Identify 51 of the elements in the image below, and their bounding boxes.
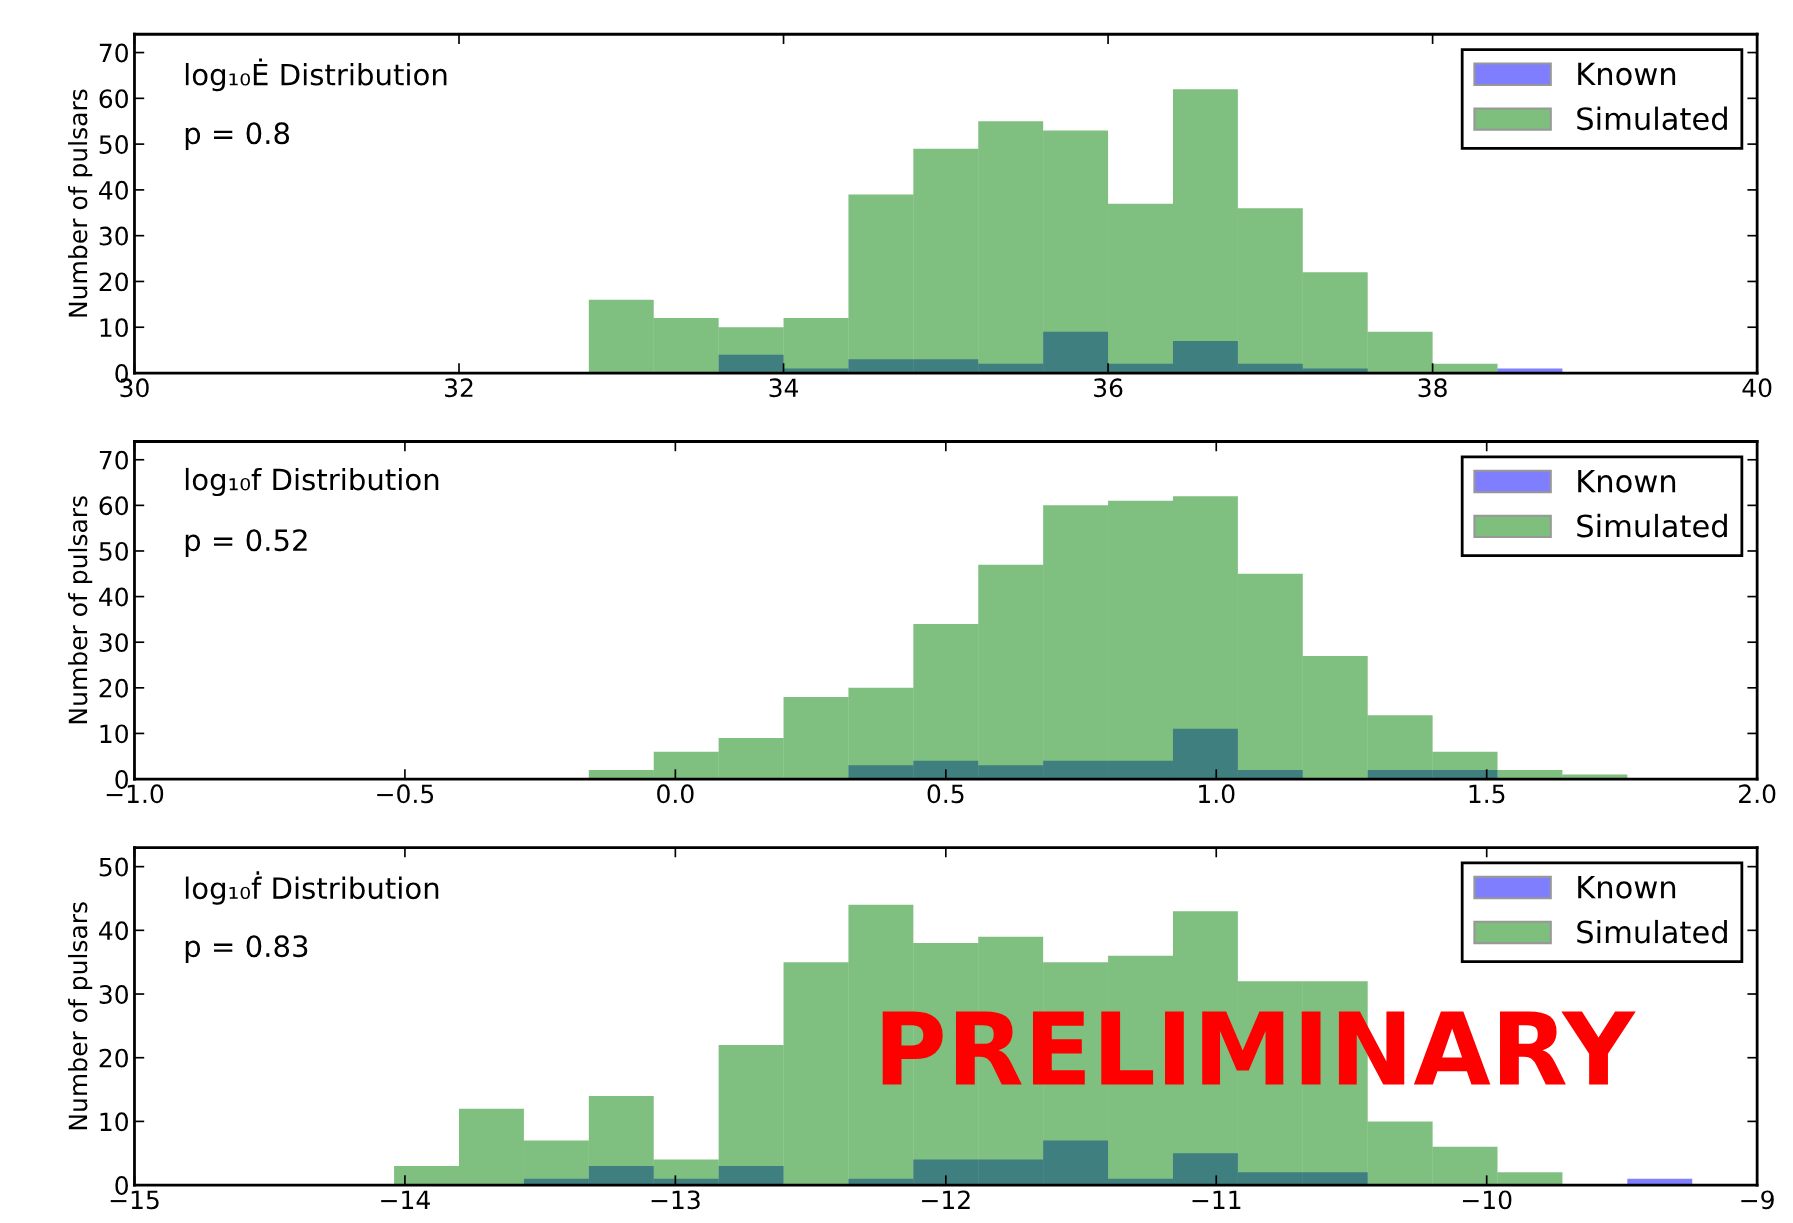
y-tick-label: 30 [99, 633, 128, 653]
y-tick-label: 30 [99, 984, 128, 1004]
x-tick-label: 32 [445, 378, 473, 398]
y-tick-label: 40 [99, 587, 128, 607]
x-tick-label: 36 [1094, 378, 1123, 398]
x-tick-label: −14 [381, 1190, 430, 1209]
x-tick-label: −0.5 [377, 784, 434, 804]
legend-label: Known [1578, 62, 1676, 86]
y-tick-label: 20 [99, 1048, 128, 1068]
x-tick-label: −9 [1741, 1190, 1774, 1210]
annotation: log₁₀Ė Distribution [185, 58, 447, 92]
y-tick-label: 10 [100, 318, 128, 338]
y-axis-title: Number of pulsars [68, 496, 93, 724]
annotation: p = 0.52 [185, 529, 307, 557]
x-tick-label: 2.0 [1739, 784, 1776, 804]
x-tick-label: 0.0 [657, 784, 694, 804]
y-tick-label: 70 [99, 43, 128, 63]
y-tick-label: 20 [99, 272, 128, 292]
annotation: p = 0.8 [185, 122, 290, 150]
y-tick-label: 40 [99, 921, 128, 941]
y-tick-label: 30 [99, 226, 128, 246]
x-tick-label: 1.5 [1469, 784, 1505, 804]
y-axis-title: Number of pulsars [68, 89, 93, 317]
annotation: log₁₀ḟ Distribution [185, 871, 439, 905]
y-tick-label: 50 [99, 857, 128, 877]
x-tick-label: 1.0 [1199, 784, 1235, 804]
x-tick-label: −12 [922, 1190, 970, 1209]
legend-label: Simulated [1577, 513, 1727, 538]
x-tick-label: 0.5 [927, 784, 964, 804]
legend-label: Known [1578, 875, 1676, 899]
y-tick-label: 10 [100, 1112, 128, 1132]
x-tick-label: −11 [1192, 1190, 1241, 1209]
annotation: log₁₀f Distribution [185, 467, 439, 497]
x-tick-label: −13 [651, 1190, 700, 1210]
x-tick-label: 38 [1418, 378, 1447, 398]
y-tick-label: 20 [99, 678, 128, 698]
y-axis-title: Number of pulsars [68, 902, 93, 1130]
x-tick-label: 34 [769, 378, 799, 398]
y-tick-label: 10 [100, 724, 128, 744]
y-tick-label: 60 [99, 496, 128, 516]
legend-label: Simulated [1577, 919, 1727, 944]
x-tick-label: 40 [1742, 378, 1772, 398]
legend-label: Known [1578, 469, 1676, 493]
legend-label: Simulated [1577, 106, 1727, 131]
y-tick-label: 60 [99, 89, 128, 109]
x-tick-label: −10 [1462, 1190, 1512, 1210]
y-tick-label: 50 [99, 541, 128, 561]
y-tick-label: 50 [99, 135, 128, 154]
annotation: p = 0.83 [185, 935, 308, 963]
y-tick-label: 40 [99, 180, 128, 200]
y-tick-label: 70 [99, 450, 128, 470]
